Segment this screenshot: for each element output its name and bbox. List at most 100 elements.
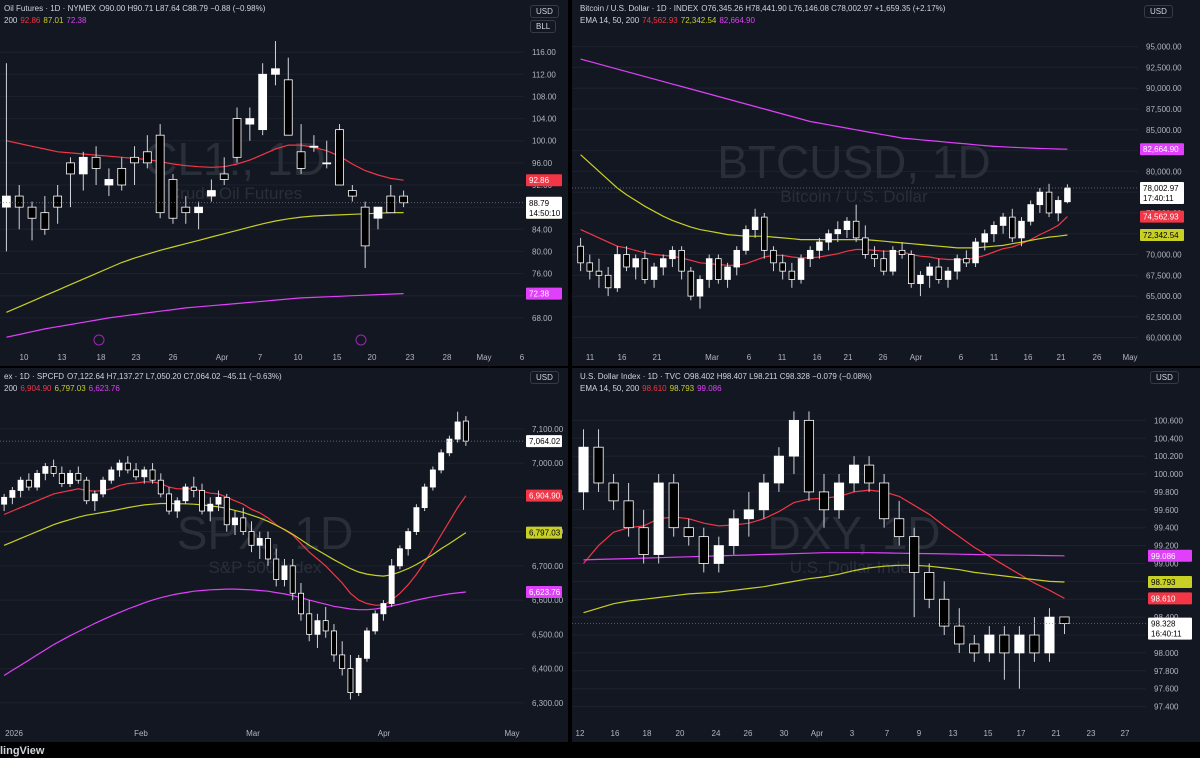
candle-up [116,462,123,471]
y-tick-label: 84.00 [532,225,553,234]
candle-up [806,249,814,260]
bar-countdown: 16:40:11 [1151,630,1182,639]
candle-up [990,225,998,235]
bar-countdown: 17:40:11 [1143,194,1174,203]
candle-up [380,603,387,615]
ema-label: EMA 14, 50, 200 [580,384,640,393]
symbol-title: U.S. Dollar Index · 1D · TVC [580,372,681,381]
candle-up [751,216,759,230]
candle-up [1036,191,1044,206]
candle-down [687,270,695,297]
candle-down [909,536,920,573]
ema14-axis-label: 98.610 [1151,594,1176,603]
ema200-line [583,552,1065,561]
spx-chart[interactable]: 6,300.00 6,400.00 6,500.00 6,600.00 6,700.00… [0,368,568,742]
x-tick-label: 21 [1052,729,1061,738]
currency-button[interactable]: USD [530,371,559,384]
candle-up [758,482,769,511]
candle-up [91,493,98,502]
x-tick-label: 21 [653,353,662,362]
candle-down [770,249,777,264]
candle-up [984,634,995,654]
event-icon [355,334,367,346]
x-tick-label: 26 [744,729,753,738]
candle-down [168,179,178,219]
candle-down [155,134,165,214]
x-tick-label: 12 [576,729,585,738]
x-tick-label: 24 [712,729,721,738]
candle-down [75,472,82,481]
last-price-label: 98.328 [1151,620,1176,629]
ema50-value: 72,342.54 [680,16,717,25]
currency-button[interactable]: USD [1144,5,1173,18]
last-price-bg [1140,181,1184,204]
y-tick-label: 7,100.00 [532,425,564,434]
crude-oil-chart-pane[interactable]: 68.0072.0076.0080.0084.0088.0092.0096.00… [0,0,568,366]
x-tick-label: 27 [1121,729,1130,738]
candle-up [728,518,739,546]
y-tick-label: 96.00 [532,159,553,168]
ohlc-values: O7,122.64 H7,137.27 L7,050.20 C7,064.02 … [67,372,282,381]
ema200-axis-label-bg [526,585,562,598]
candle-down [698,536,709,564]
y-tick-label: 99.400 [1154,524,1179,533]
x-tick-label: 13 [949,729,958,738]
last-price-bg [526,196,562,219]
ema14-axis-label: 92.86 [529,176,550,185]
candle-down [190,486,197,491]
candle-down [240,517,247,532]
dxy-chart[interactable]: 97.40097.60097.80098.00098.20098.40098.6… [572,368,1200,742]
candle-down [880,258,887,272]
event-icon [93,334,105,346]
candle-up [446,438,453,454]
candle-down [954,625,965,645]
bitcoin-chart[interactable]: 60,000.00 62,500.00 65,000.00 67,500.00 70,0… [572,0,1200,366]
candle-down [232,118,242,158]
candle-down [181,206,191,214]
spx-chart-pane[interactable]: 6,300.00 6,400.00 6,500.00 6,600.00 6,700.00… [0,368,568,742]
crude-oil-chart[interactable]: 68.0072.0076.0080.0084.0088.0092.0096.00… [0,0,568,366]
candle-down [1009,216,1016,239]
candle-down [289,565,296,594]
y-tick-label: 100.200 [1154,452,1183,461]
x-tick-label: Feb [134,729,148,738]
ema50-line [580,154,1068,249]
unit-button[interactable]: BLL [530,20,557,33]
y-tick-label: 112.00 [532,70,556,79]
candle-up [67,472,74,485]
candle-down [335,129,344,186]
candle-down [53,195,63,208]
candle-up [834,229,842,235]
candle-down [142,151,152,164]
bitcoin-chart-pane[interactable]: 60,000.00 62,500.00 65,000.00 67,500.00 70,0… [572,0,1200,366]
ema14-axis-label: 74,562.93 [1143,213,1179,222]
bar-countdown: 14:50:10 [529,209,561,218]
candle-up [78,156,88,175]
y-tick-label: 7,000.00 [532,459,564,468]
ema50-axis-label: 72,342.54 [1143,231,1179,240]
candle-up [999,216,1007,226]
candle-up [797,258,805,280]
candle-up [614,254,621,289]
candle-up [981,233,988,243]
y-tick-label: 85,000.00 [1146,126,1182,135]
currency-button[interactable]: USD [530,5,559,18]
y-tick-label: 99.600 [1154,506,1179,515]
ema50-axis-label: 98.793 [1151,578,1176,587]
candle-down [166,493,172,512]
dxy-chart-pane[interactable]: 97.40097.60097.80098.00098.20098.40098.6… [572,368,1200,742]
candle-up [405,531,412,550]
candle-up [713,545,724,564]
ema200-axis-label: 72.38 [529,290,550,299]
candle-down [347,668,354,693]
candle-down [66,162,75,175]
candle-down [604,274,612,289]
ema14-value: 92.86 [20,16,41,25]
x-tick-label: 11 [990,353,999,362]
candle-down [1059,616,1070,624]
currency-button[interactable]: USD [1150,371,1179,384]
candle-down [219,173,229,180]
candle-up [1064,187,1071,203]
candle-up [825,233,832,243]
x-tick-label: 9 [917,729,922,738]
